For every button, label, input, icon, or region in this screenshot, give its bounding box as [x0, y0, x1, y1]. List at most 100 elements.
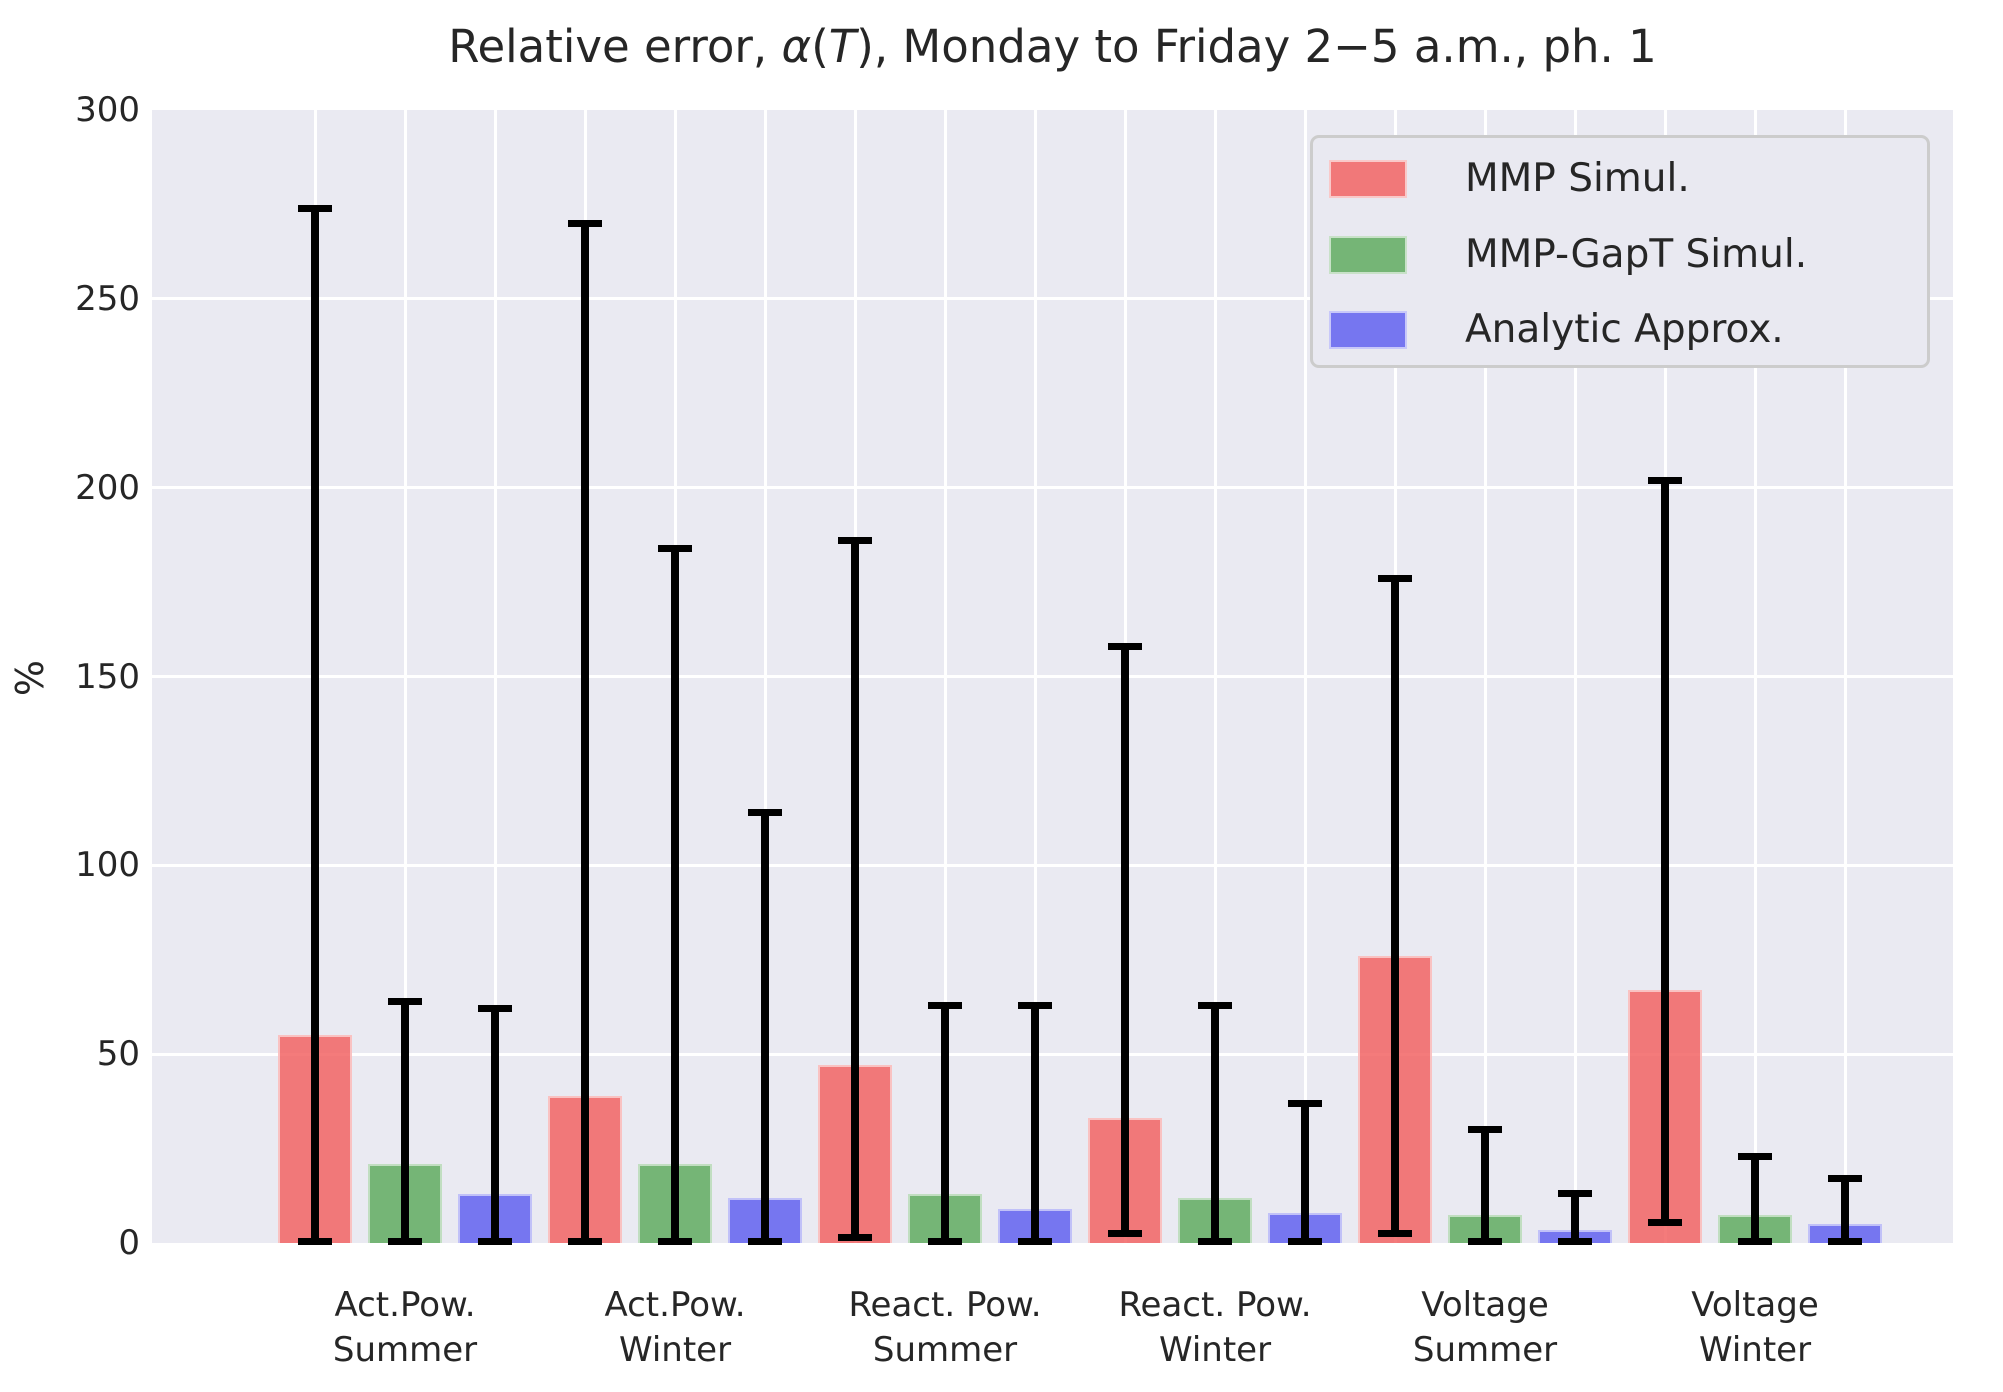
error-bar-line	[1211, 1005, 1219, 1243]
v-gridline	[763, 110, 767, 1243]
v-gridline	[1573, 110, 1577, 1243]
error-bar-line	[1121, 646, 1129, 1236]
error-bar-cap-bottom	[1828, 1238, 1862, 1245]
error-bar-cap-bottom	[568, 1238, 602, 1245]
error-bar-cap-bottom	[388, 1238, 422, 1245]
title-T-symbol: T	[828, 20, 857, 73]
legend-item: MMP-GapT Simul.	[1313, 232, 1927, 277]
chart-title: Relative error, α(T), Monday to Friday 2…	[152, 20, 1953, 73]
y-tick-label: 0	[118, 1223, 140, 1263]
error-bar-line	[1031, 1005, 1039, 1243]
error-bar-line	[311, 208, 319, 1243]
y-tick-label: 100	[75, 845, 140, 886]
x-tick-line: React. Pow.	[1118, 1285, 1312, 1325]
x-tick-line: Winter	[1698, 1330, 1812, 1370]
x-tick-label: Act.Pow. Summer	[235, 1283, 575, 1373]
legend-item: MMP Simul.	[1313, 156, 1927, 201]
error-bar-cap-bottom	[298, 1238, 332, 1245]
error-bar-cap-bottom	[1018, 1238, 1052, 1245]
v-gridline	[1303, 110, 1307, 1243]
error-bar-cap-top	[1558, 1190, 1592, 1198]
error-bar-cap-bottom	[1198, 1238, 1232, 1245]
error-bar-cap-top	[928, 1001, 962, 1009]
title-alpha-symbol: α	[781, 20, 812, 73]
legend-swatch	[1329, 160, 1407, 198]
v-gridline	[1483, 110, 1487, 1243]
error-bar-cap-top	[568, 219, 602, 227]
error-bar-cap-top	[1648, 476, 1682, 484]
error-bar-line	[1301, 1103, 1309, 1243]
x-tick-line: Winter	[1158, 1330, 1272, 1370]
x-tick-line: Voltage	[1421, 1285, 1549, 1325]
x-tick-line: React. Pow.	[848, 1285, 1042, 1325]
error-bar-cap-top	[1288, 1099, 1322, 1107]
y-tick-label: 300	[75, 90, 140, 130]
error-bar-line	[581, 223, 589, 1243]
h-gridline	[152, 863, 1953, 867]
h-gridline	[152, 486, 1953, 490]
legend-item: Analytic Approx.	[1313, 307, 1927, 352]
error-bar-line	[1391, 578, 1399, 1236]
legend: MMP Simul. MMP-GapT Simul. Analytic Approx…	[1310, 135, 1930, 368]
x-tick-line: Winter	[618, 1330, 732, 1370]
error-bar-cap-top	[1468, 1126, 1502, 1134]
x-tick-line: Summer	[872, 1330, 1018, 1370]
error-bar-line	[1661, 480, 1669, 1225]
error-bar-cap-bottom	[1738, 1238, 1772, 1245]
x-tick-line: Summer	[1412, 1330, 1558, 1370]
error-bar-cap-top	[1108, 642, 1142, 650]
error-bar-cap-bottom	[658, 1238, 692, 1245]
title-text: Relative error,	[448, 20, 782, 73]
v-gridline	[1213, 110, 1217, 1243]
y-tick-label: 150	[75, 656, 140, 697]
error-bar-cap-bottom	[928, 1238, 962, 1245]
x-tick-label: React. Pow. Summer	[775, 1283, 1115, 1373]
error-bar-cap-bottom	[1108, 1230, 1142, 1238]
h-gridline	[152, 1052, 1953, 1056]
error-bar-cap-bottom	[1558, 1238, 1592, 1245]
error-bar-cap-top	[1198, 1001, 1232, 1009]
error-bar-cap-top	[1378, 574, 1412, 582]
error-bar-cap-bottom	[1648, 1219, 1682, 1227]
error-bar-line	[1841, 1178, 1849, 1243]
y-tick-label: 50	[96, 1034, 140, 1075]
title-lparen: (	[811, 20, 829, 73]
error-bar-cap-bottom	[1468, 1238, 1502, 1245]
title-suffix: ), Monday to Friday 2−5 a.m., ph. 1	[856, 20, 1657, 73]
v-gridline	[493, 110, 497, 1243]
error-bar-cap-bottom	[748, 1238, 782, 1245]
v-gridline	[1033, 110, 1037, 1243]
legend-swatch	[1329, 311, 1407, 349]
error-bar-cap-bottom	[1288, 1238, 1322, 1245]
y-tick-label: 200	[75, 467, 140, 508]
v-gridline	[1843, 110, 1847, 1243]
legend-label: MMP-GapT Simul.	[1465, 231, 1808, 277]
v-gridline	[1753, 110, 1757, 1243]
error-bar-cap-top	[298, 204, 332, 212]
error-bar-cap-bottom	[838, 1234, 872, 1242]
h-gridline	[152, 675, 1953, 678]
error-bar-line	[941, 1005, 949, 1243]
v-gridline	[943, 110, 947, 1243]
error-bar-cap-top	[1828, 1175, 1862, 1183]
x-tick-label: Act.Pow. Winter	[505, 1283, 845, 1373]
error-bar-cap-bottom	[478, 1238, 512, 1245]
y-tick-label: 250	[75, 278, 140, 319]
error-bar-cap-top	[478, 1005, 512, 1013]
x-tick-line: Voltage	[1691, 1285, 1819, 1325]
x-tick-label: Voltage Winter	[1585, 1283, 1925, 1373]
error-bar-line	[1571, 1193, 1579, 1243]
error-bar-line	[401, 1001, 409, 1243]
error-bar-cap-top	[1018, 1001, 1052, 1009]
error-bar-line	[491, 1008, 499, 1243]
error-bar-line	[851, 540, 859, 1240]
h-gridline	[152, 297, 1953, 301]
error-bar-line	[1751, 1156, 1759, 1243]
x-tick-label: Voltage Summer	[1315, 1283, 1655, 1373]
error-bar-line	[671, 548, 679, 1243]
error-bar-cap-top	[658, 544, 692, 552]
legend-swatch	[1329, 235, 1407, 274]
x-tick-line: Act.Pow.	[604, 1285, 746, 1325]
x-tick-line: Act.Pow.	[334, 1285, 476, 1325]
